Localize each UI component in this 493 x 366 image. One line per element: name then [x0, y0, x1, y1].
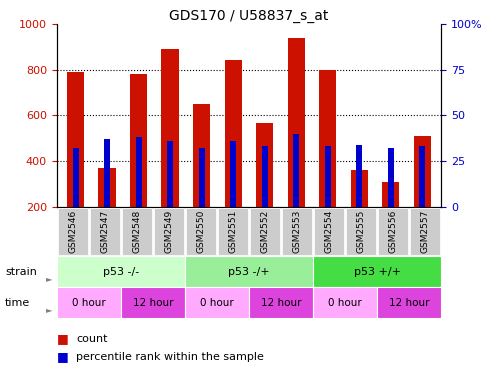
Bar: [287, 37, 305, 207]
Bar: [130, 74, 147, 207]
Text: p53 -/+: p53 -/+: [228, 267, 270, 277]
Bar: [262, 146, 268, 207]
Bar: [414, 136, 431, 207]
Text: ■: ■: [57, 350, 69, 363]
Text: 12 hour: 12 hour: [133, 298, 173, 308]
Bar: [224, 60, 242, 207]
Text: percentile rank within the sample: percentile rank within the sample: [76, 352, 264, 362]
Text: GSM2552: GSM2552: [260, 210, 270, 253]
Bar: [388, 148, 394, 207]
Text: ►: ►: [46, 305, 53, 314]
Text: GSM2553: GSM2553: [292, 210, 302, 253]
Text: 0 hour: 0 hour: [72, 298, 106, 308]
Bar: [193, 104, 211, 207]
Text: GSM2548: GSM2548: [132, 210, 141, 253]
Text: GSM2551: GSM2551: [228, 210, 238, 253]
Bar: [319, 70, 336, 207]
Bar: [419, 146, 425, 207]
Text: GSM2546: GSM2546: [68, 210, 77, 253]
Text: time: time: [5, 298, 30, 308]
Bar: [356, 145, 362, 207]
Bar: [162, 49, 179, 207]
Text: count: count: [76, 333, 108, 344]
Text: p53 +/+: p53 +/+: [353, 267, 401, 277]
Text: 0 hour: 0 hour: [328, 298, 362, 308]
Bar: [104, 139, 110, 207]
Bar: [72, 148, 79, 207]
Bar: [167, 141, 173, 207]
Bar: [67, 72, 84, 207]
Text: GSM2549: GSM2549: [164, 210, 174, 253]
Bar: [136, 137, 141, 207]
Bar: [199, 148, 205, 207]
Bar: [325, 146, 331, 207]
Text: 0 hour: 0 hour: [200, 298, 234, 308]
Text: ►: ►: [46, 274, 53, 283]
Title: GDS170 / U58837_s_at: GDS170 / U58837_s_at: [169, 9, 329, 23]
Bar: [230, 141, 236, 207]
Bar: [256, 123, 274, 207]
Bar: [382, 182, 399, 207]
Text: strain: strain: [5, 267, 37, 277]
Text: GSM2554: GSM2554: [324, 210, 334, 253]
Text: GSM2556: GSM2556: [388, 210, 398, 253]
Text: 12 hour: 12 hour: [261, 298, 301, 308]
Text: GSM2555: GSM2555: [356, 210, 366, 253]
Text: GSM2547: GSM2547: [100, 210, 109, 253]
Bar: [351, 170, 368, 207]
Bar: [99, 168, 116, 207]
Text: GSM2557: GSM2557: [421, 210, 430, 253]
Text: 12 hour: 12 hour: [389, 298, 429, 308]
Text: GSM2550: GSM2550: [196, 210, 206, 253]
Bar: [293, 134, 299, 207]
Text: p53 -/-: p53 -/-: [103, 267, 139, 277]
Text: ■: ■: [57, 332, 69, 345]
